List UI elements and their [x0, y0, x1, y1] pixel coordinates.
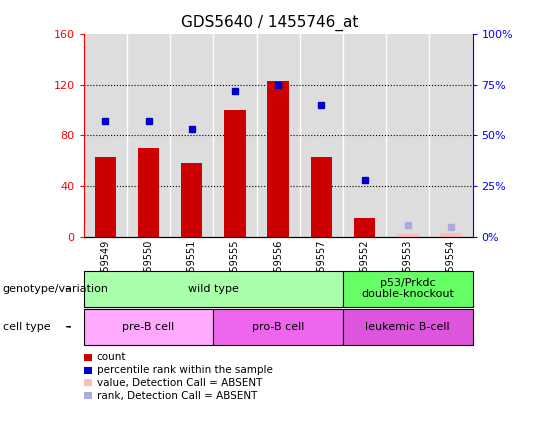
Bar: [256, 34, 300, 237]
Text: pre-B cell: pre-B cell: [123, 322, 174, 332]
Text: value, Detection Call = ABSENT: value, Detection Call = ABSENT: [97, 378, 262, 388]
Bar: [181, 163, 202, 237]
Text: p53/Prkdc
double-knockout: p53/Prkdc double-knockout: [361, 278, 454, 299]
Bar: [386, 34, 429, 237]
Bar: [300, 34, 343, 237]
Text: rank, Detection Call = ABSENT: rank, Detection Call = ABSENT: [97, 390, 257, 401]
Text: wild type: wild type: [188, 284, 239, 294]
Text: percentile rank within the sample: percentile rank within the sample: [97, 365, 273, 375]
Text: pro-B cell: pro-B cell: [252, 322, 304, 332]
Bar: [84, 34, 127, 237]
Bar: [213, 34, 256, 237]
Bar: [127, 34, 170, 237]
Bar: [429, 34, 472, 237]
Text: GDS5640 / 1455746_at: GDS5640 / 1455746_at: [181, 15, 359, 31]
Bar: [94, 157, 116, 237]
Bar: [343, 34, 386, 237]
Bar: [397, 234, 418, 237]
Bar: [224, 110, 246, 237]
Text: cell type: cell type: [3, 322, 50, 332]
Bar: [267, 81, 289, 237]
Bar: [354, 218, 375, 237]
Bar: [440, 233, 462, 237]
Text: count: count: [97, 352, 126, 363]
Text: leukemic B-cell: leukemic B-cell: [366, 322, 450, 332]
Bar: [310, 157, 332, 237]
Text: genotype/variation: genotype/variation: [3, 284, 109, 294]
Bar: [138, 148, 159, 237]
Bar: [170, 34, 213, 237]
